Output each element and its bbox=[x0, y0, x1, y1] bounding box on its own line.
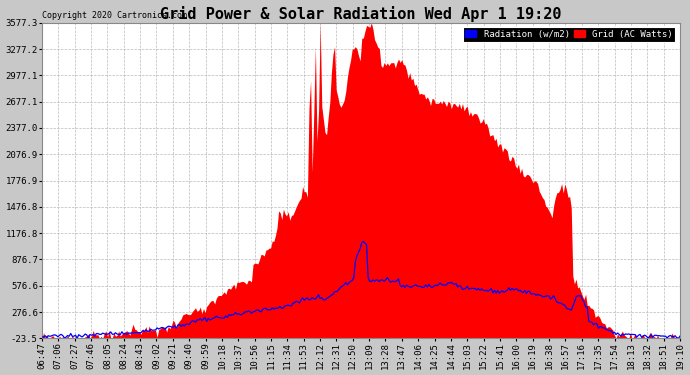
Title: Grid Power & Solar Radiation Wed Apr 1 19:20: Grid Power & Solar Radiation Wed Apr 1 1… bbox=[160, 6, 562, 21]
Legend: Radiation (w/m2), Grid (AC Watts): Radiation (w/m2), Grid (AC Watts) bbox=[463, 27, 676, 42]
Text: Copyright 2020 Cartronics.com: Copyright 2020 Cartronics.com bbox=[42, 10, 187, 20]
